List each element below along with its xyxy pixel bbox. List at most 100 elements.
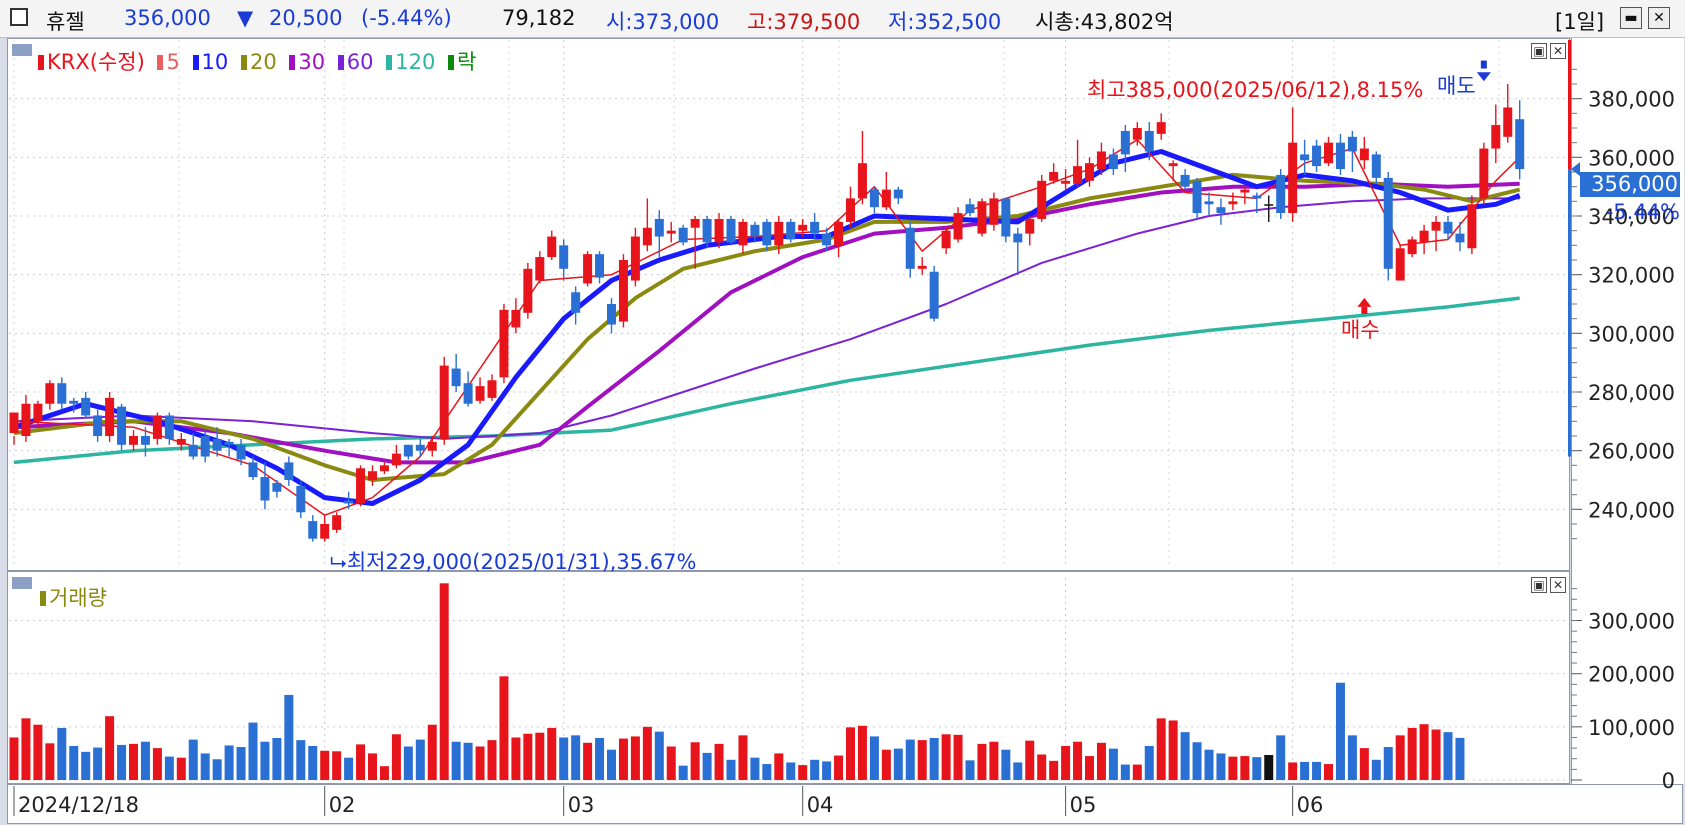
candle-body <box>1503 107 1513 137</box>
candle-body <box>1192 180 1202 214</box>
stock-name[interactable]: 휴젤 <box>46 10 85 34</box>
volume-bar <box>702 752 712 780</box>
volume-bar <box>105 716 115 780</box>
volume-bar <box>929 738 939 780</box>
volume-bar <box>379 766 389 780</box>
volume-bar <box>368 753 377 780</box>
volume-bar <box>284 694 294 780</box>
volume-bar <box>1312 761 1322 780</box>
candle-body <box>1467 204 1477 249</box>
candle-body <box>690 218 700 228</box>
candle-body <box>21 403 31 436</box>
volume-bar <box>1144 745 1154 780</box>
candle-body <box>535 257 545 281</box>
candle-body <box>93 415 103 436</box>
volume-bar <box>666 746 676 780</box>
min-price-annotation: ⮡최저229,000(2025/01/31),35.67% <box>330 550 697 574</box>
candle-body <box>1204 201 1214 205</box>
panel-handle-icon[interactable] <box>12 44 32 56</box>
volume-bar <box>93 747 103 780</box>
volume-bar <box>857 725 867 780</box>
volume-bar <box>846 727 855 780</box>
volume-legend: 거래량 <box>40 582 107 612</box>
candle-body <box>869 189 879 208</box>
volume-bar <box>1061 745 1071 780</box>
candle-body <box>1324 142 1333 164</box>
candle-body <box>129 436 138 445</box>
candle-body <box>475 386 485 401</box>
candle-body <box>117 406 127 445</box>
volume-bar <box>953 734 963 780</box>
x-tick-label: 06 <box>1297 793 1324 817</box>
volume-bar <box>463 742 473 780</box>
minimize-icon[interactable]: ▬ <box>1620 7 1642 29</box>
candle-body <box>427 441 437 451</box>
candle-body <box>1443 221 1453 234</box>
candle-body <box>1383 177 1393 269</box>
volume-bar <box>1395 735 1405 780</box>
volume-bar <box>1049 760 1059 780</box>
candle-body <box>487 380 497 398</box>
close-volume-panel-icon[interactable]: ✕ <box>1550 577 1566 593</box>
candle-body <box>391 453 401 466</box>
volume-tick-label: 0 <box>1662 769 1675 793</box>
candle-body <box>547 236 557 258</box>
volume-bar <box>1359 748 1369 780</box>
maximize-panel-icon[interactable]: ▣ <box>1531 43 1547 59</box>
price-change: 20,500 <box>269 6 343 30</box>
candle-body <box>1407 239 1417 255</box>
legend-ma5: 5 <box>157 50 180 74</box>
volume-bar <box>750 757 760 780</box>
close-icon[interactable]: ✕ <box>1648 7 1670 29</box>
candle-body <box>1359 148 1369 161</box>
candle-body <box>1132 128 1142 140</box>
candle-body <box>953 213 963 240</box>
volume-bar <box>1276 735 1286 780</box>
volume-bar <box>1192 742 1202 780</box>
sell-arrow-icon <box>1476 72 1491 82</box>
candle-body <box>762 221 772 246</box>
volume-bar <box>917 740 927 780</box>
volume-bar <box>9 737 19 780</box>
volume-bar <box>415 739 425 780</box>
volume-bar <box>1407 727 1417 780</box>
volume-tick-label: 300,000 <box>1588 610 1675 634</box>
volume-bar <box>200 753 210 780</box>
candle-body <box>786 221 796 240</box>
candle-body <box>559 245 569 269</box>
candle-body <box>1395 248 1405 281</box>
candle-body <box>9 412 19 434</box>
select-checkbox[interactable] <box>10 8 28 26</box>
period-selector[interactable]: [1일] <box>1555 10 1605 34</box>
volume-bar <box>1288 762 1298 780</box>
price-tick-label: 260,000 <box>1588 440 1675 464</box>
volume-bar <box>1240 756 1250 780</box>
volume-bar <box>1204 749 1214 780</box>
close-panel-icon[interactable]: ✕ <box>1550 43 1566 59</box>
volume-bar <box>547 727 557 780</box>
volume-bar <box>618 738 628 780</box>
current-price-tag: 356,000 <box>1580 172 1680 197</box>
legend-krx: KRX(수정) <box>38 50 145 74</box>
candle-body <box>583 254 593 284</box>
market-cap: 시총:43,802억 <box>1035 10 1174 34</box>
volume-scale[interactable] <box>1571 571 1684 784</box>
volume-panel-handle-icon[interactable] <box>12 577 32 589</box>
candle-body <box>1108 154 1118 170</box>
candle-body <box>1025 218 1035 234</box>
volume-bar <box>630 736 640 780</box>
low-price: 저:352,500 <box>888 10 1002 34</box>
candle-body <box>1264 204 1274 206</box>
volume-bar <box>595 738 605 780</box>
volume-bar <box>69 745 79 780</box>
maximize-volume-panel-icon[interactable]: ▣ <box>1531 577 1547 593</box>
candle-body <box>893 189 903 199</box>
price-scale[interactable] <box>1571 38 1684 571</box>
volume-bar <box>1264 755 1274 780</box>
buy-signal-label: 매수 <box>1341 318 1380 342</box>
candle-body <box>798 224 808 231</box>
buy-arrow-stem <box>1361 306 1368 314</box>
candle-body <box>332 515 342 530</box>
volume-bar <box>654 731 664 780</box>
volume-bar <box>690 742 700 780</box>
